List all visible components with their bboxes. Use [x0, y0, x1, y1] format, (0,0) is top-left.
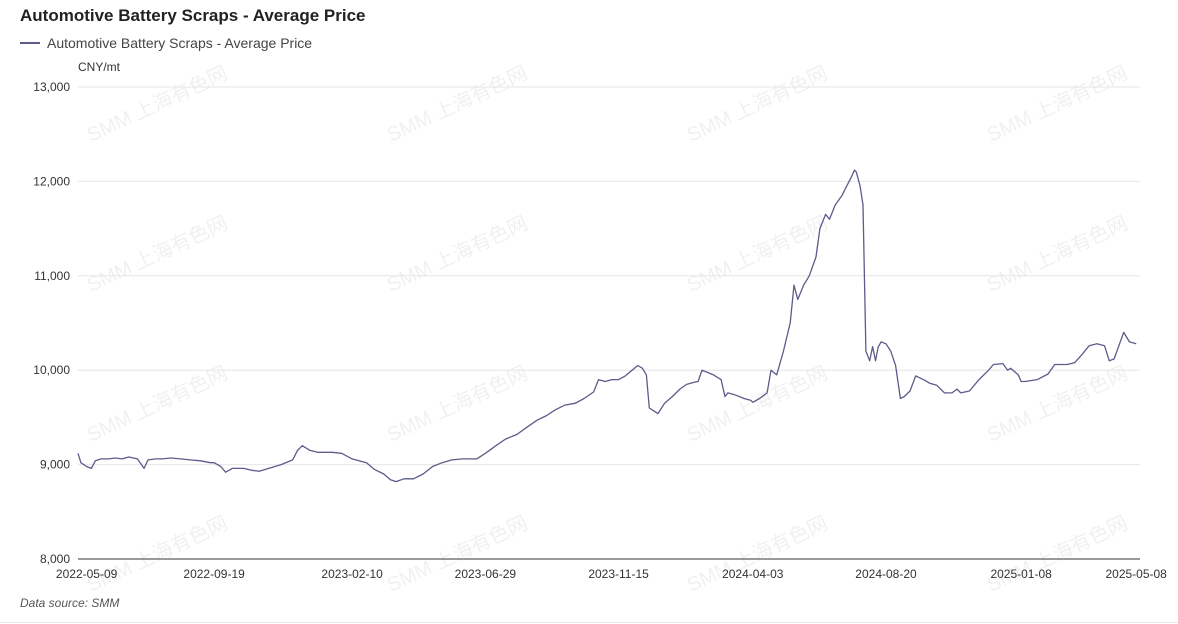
watermark-text: SMM 上海有色网 [383, 62, 531, 147]
y-axis-unit: CNY/mt [78, 60, 120, 74]
legend-label: Automotive Battery Scraps - Average Pric… [47, 35, 313, 51]
watermark-text: SMM 上海有色网 [383, 362, 531, 447]
watermark-text: SMM 上海有色网 [683, 212, 831, 297]
watermark-text: SMM 上海有色网 [683, 62, 831, 147]
watermark-layer: SMM 上海有色网 SMM 上海有色网 SMM 上海有色网 SMM 上海有色网 SMM … [83, 62, 1131, 597]
watermark-text: SMM 上海有色网 [983, 362, 1131, 447]
x-axis-ticks: 2022-05-09 2022-09-19 2023-02-10 2023-06-29… [56, 567, 1167, 581]
y-tick-label: 11,000 [34, 269, 70, 283]
y-tick-label: 9,000 [40, 458, 70, 472]
x-tick-label: 2025-05-08 [1105, 567, 1167, 581]
watermark-text: SMM 上海有色网 [83, 512, 231, 597]
watermark-text: SMM 上海有色网 [683, 362, 831, 447]
y-tick-label: 8,000 [40, 552, 70, 566]
y-tick-label: 12,000 [33, 174, 70, 188]
x-tick-label: 2024-08-20 [855, 567, 917, 581]
bottom-divider [0, 622, 1178, 623]
x-tick-label: 2023-11-15 [588, 567, 649, 581]
watermark-text: SMM 上海有色网 [983, 62, 1131, 147]
x-tick-label: 2023-02-10 [321, 567, 383, 581]
watermark-text: SMM 上海有色网 [683, 512, 831, 597]
watermark-text: SMM 上海有色网 [83, 212, 231, 297]
watermark-text: SMM 上海有色网 [983, 512, 1131, 597]
x-tick-label: 2022-05-09 [56, 567, 118, 581]
chart-title: Automotive Battery Scraps - Average Pric… [20, 6, 366, 25]
watermark-text: SMM 上海有色网 [383, 212, 531, 297]
legend-line-swatch [20, 42, 40, 44]
x-tick-label: 2022-09-19 [183, 567, 245, 581]
grid-lines [78, 86, 1140, 560]
watermark-text: SMM 上海有色网 [83, 362, 231, 447]
series-line-average-price[interactable] [77, 169, 1137, 483]
legend[interactable]: Automotive Battery Scraps - Average Pric… [20, 35, 312, 51]
y-tick-label: 13,000 [33, 80, 70, 94]
y-tick-label: 10,000 [33, 363, 70, 377]
y-axis-ticks: 8,000 9,000 10,000 11,000 12,000 13,000 [33, 80, 70, 566]
x-tick-label: 2023-06-29 [455, 567, 517, 581]
watermark-text: SMM 上海有色网 [983, 212, 1131, 297]
watermark-text: SMM 上海有色网 [383, 512, 531, 597]
x-tick-label: 2025-01-08 [990, 567, 1052, 581]
data-source: Data source: SMM [20, 596, 120, 610]
series-layer [77, 169, 1137, 483]
watermark-text: SMM 上海有色网 [83, 62, 231, 147]
x-tick-label: 2024-04-03 [722, 567, 784, 581]
